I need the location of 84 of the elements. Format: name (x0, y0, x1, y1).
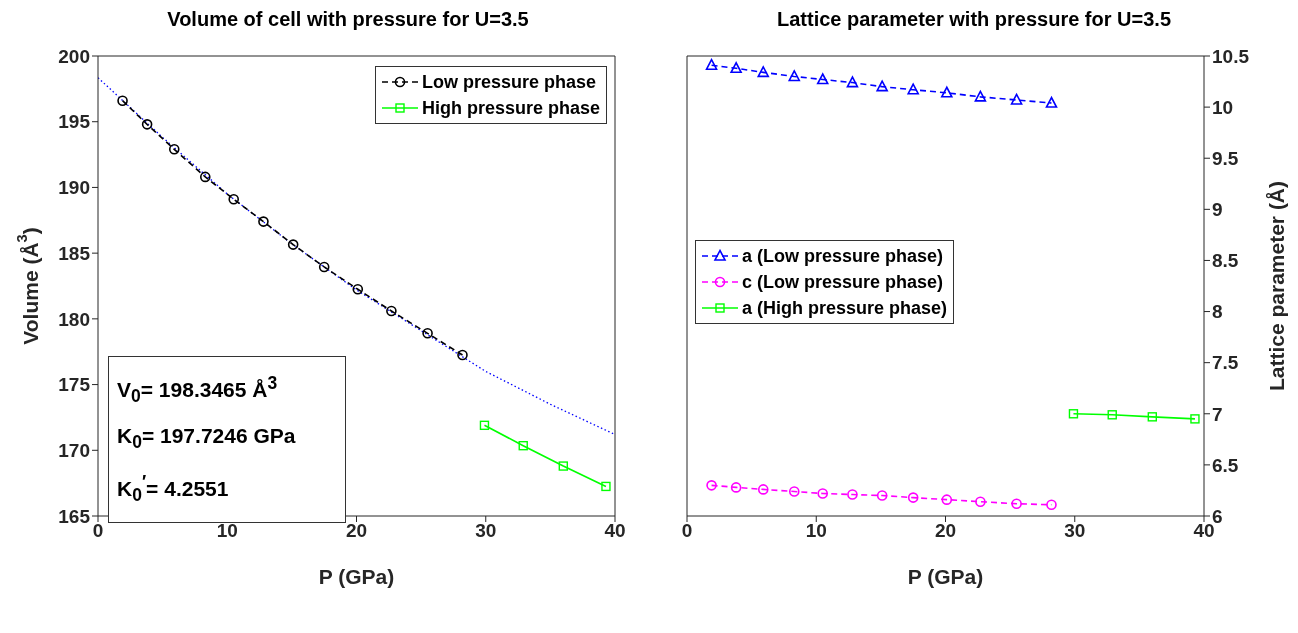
point (457, 349, 468, 361)
point (518, 440, 528, 451)
y-tick-label: 185 (58, 242, 91, 264)
point (228, 193, 240, 205)
annotation: K$_{0}$$^{′}$= 4.2551 (117, 471, 230, 508)
y-tick-label: 200 (58, 45, 90, 67)
point (1045, 96, 1058, 108)
legend-label: Low pressure phase (421, 71, 596, 93)
y2-tick-label: 7.5 (1212, 352, 1239, 374)
point (422, 328, 433, 339)
x-tick-label: 10 (805, 520, 827, 542)
annotation: V$_{0}$= 198.3465 Å$^{3}$ (117, 372, 279, 409)
x-axis-title: P (GPa) (318, 565, 395, 588)
point (1010, 93, 1023, 105)
point (1107, 410, 1117, 420)
y-tick-label: 175 (58, 374, 91, 396)
y-tick-label: 180 (58, 308, 90, 330)
point (1011, 498, 1022, 510)
x-tick-label: 0 (92, 520, 104, 542)
point (940, 86, 953, 98)
point (730, 61, 742, 74)
point (479, 420, 490, 431)
point (117, 95, 128, 106)
point (1068, 409, 1079, 419)
chart-title: Lattice parameter with pressure for U=3.5 (775, 8, 1172, 32)
point (974, 90, 987, 102)
legend-label: a (Low pressure phase) (742, 245, 944, 267)
y2-tick-label: 6 (1212, 505, 1223, 527)
point (876, 80, 888, 92)
legend-label: a (High pressure phase) (742, 297, 948, 319)
legend-label: High pressure phase (421, 97, 600, 119)
x-tick-label: 0 (681, 520, 693, 542)
y-tick-label: 170 (58, 440, 90, 462)
point (287, 239, 299, 250)
y-tick-label: 165 (58, 505, 91, 527)
point (386, 305, 397, 317)
point (706, 480, 717, 491)
point (975, 496, 986, 507)
x-tick-label: 30 (475, 520, 497, 542)
y-tick-label: 195 (58, 111, 91, 133)
point (1046, 499, 1057, 511)
point (705, 58, 718, 70)
annotation: K$_{0}$= 197.7246 GPa (117, 423, 297, 455)
point (1147, 412, 1157, 422)
point (847, 489, 858, 500)
y2-tick-label: 9.5 (1212, 147, 1239, 169)
point (788, 70, 801, 82)
point (558, 461, 568, 471)
point (941, 494, 953, 505)
point (907, 492, 919, 503)
y2-tick-label: 10 (1212, 96, 1234, 118)
x-tick-label: 30 (1064, 520, 1086, 542)
point (601, 481, 611, 492)
point (168, 144, 180, 155)
point (757, 66, 770, 78)
point (1190, 414, 1200, 424)
point (817, 488, 829, 499)
y2-tick-label: 9 (1212, 199, 1223, 221)
point (757, 484, 769, 495)
point (352, 283, 364, 295)
point (199, 171, 211, 183)
point (730, 482, 742, 493)
y2-tick-label: 6.5 (1212, 454, 1239, 476)
x-tick-label: 10 (216, 520, 238, 542)
point (907, 83, 919, 95)
point (846, 76, 859, 88)
y2-tick-label: 7 (1212, 403, 1223, 425)
point (141, 119, 153, 130)
y-tick-label: 190 (58, 177, 90, 199)
y2-tick-label: 8 (1212, 301, 1223, 323)
point (788, 486, 800, 497)
point (258, 216, 269, 227)
y2-axis-title: Lattice parameter (Å) (1264, 180, 1288, 392)
x-tick-label: 20 (934, 520, 957, 542)
chart-title: Volume of cell with pressure for U=3.5 (166, 8, 530, 32)
point (318, 261, 330, 273)
x-axis-title: P (GPa) (907, 565, 984, 588)
legend-label: c (Low pressure phase) (742, 271, 944, 293)
point (876, 490, 888, 501)
x-tick-label: 20 (345, 520, 368, 542)
y2-tick-label: 10.5 (1212, 45, 1250, 67)
y2-tick-label: 8.5 (1212, 250, 1239, 272)
x-tick-label: 40 (604, 520, 626, 542)
point (816, 73, 829, 85)
